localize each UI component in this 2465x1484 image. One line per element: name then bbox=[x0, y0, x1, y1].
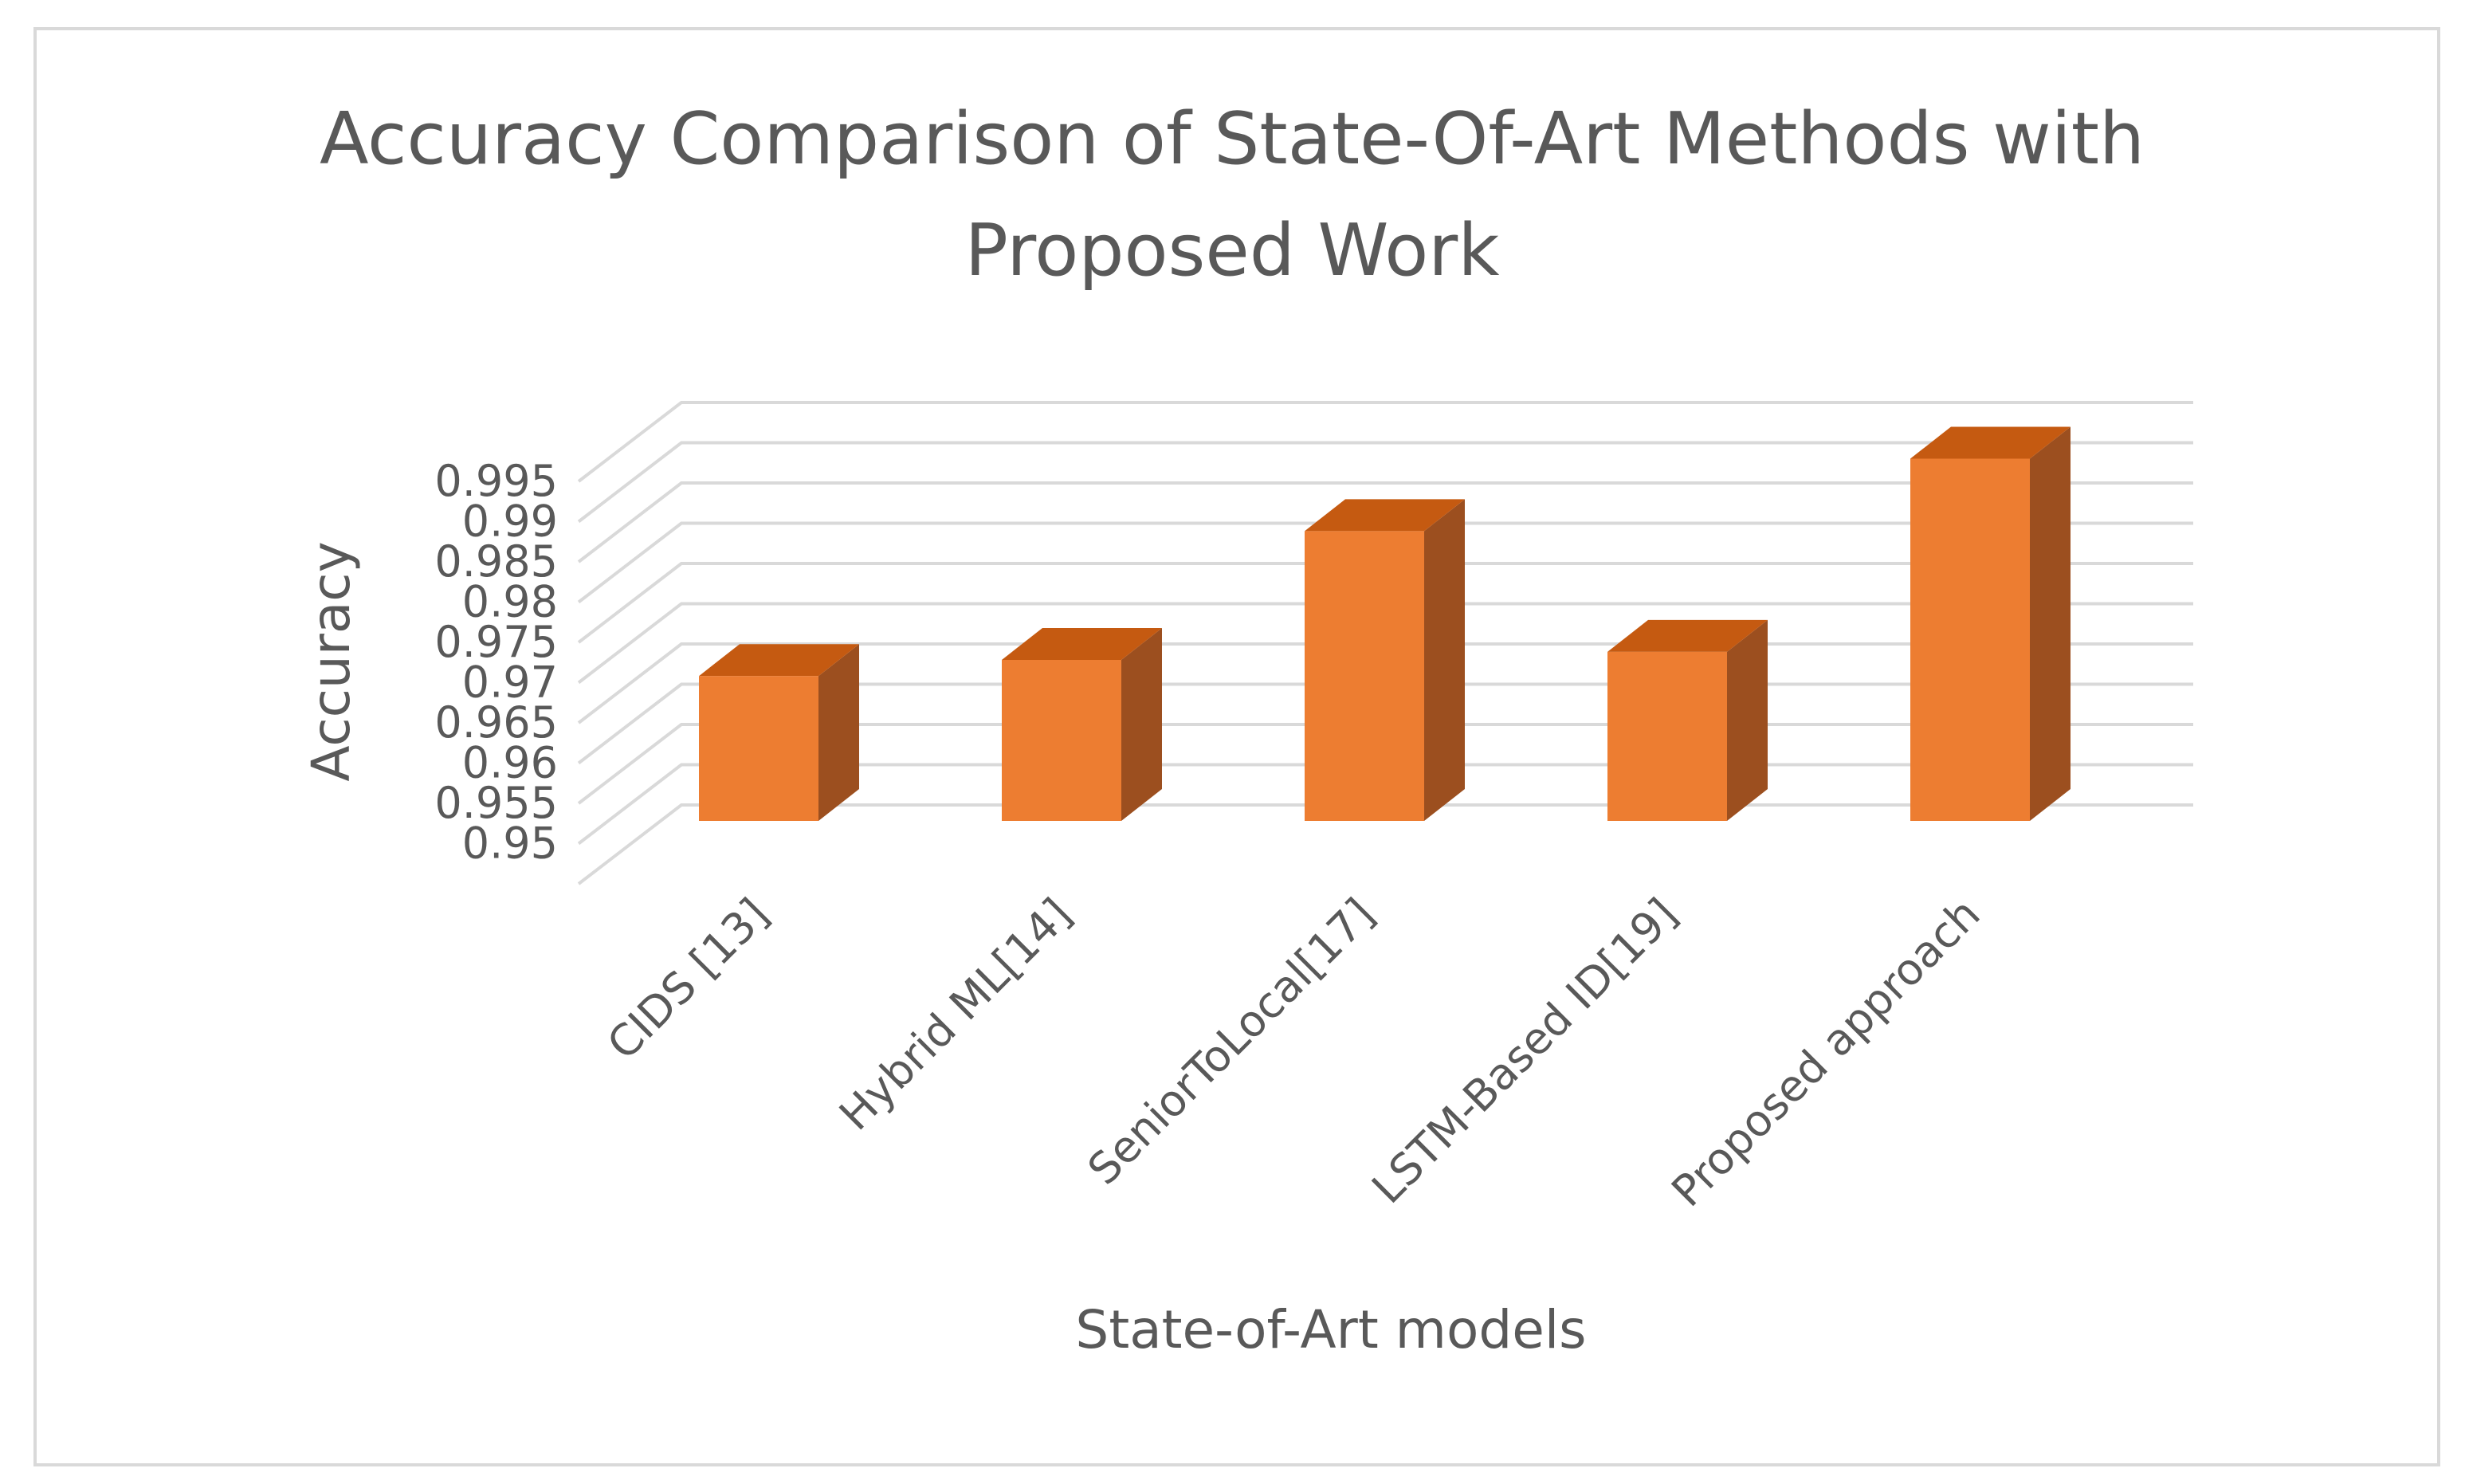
bar-side bbox=[1424, 499, 1465, 821]
grid-line bbox=[577, 441, 2193, 524]
bar bbox=[1910, 458, 2030, 821]
chart-title: Accuracy Comparison of State-Of-Art Meth… bbox=[319, 97, 2145, 292]
y-tick-label: 0.98 bbox=[462, 577, 558, 627]
bar-top bbox=[1910, 426, 2071, 459]
y-tick-label: 0.95 bbox=[462, 819, 558, 869]
bar-side bbox=[1121, 628, 1162, 821]
y-axis-title: Accuracy bbox=[300, 541, 362, 781]
bar-top bbox=[1305, 499, 1465, 532]
bar-side bbox=[2030, 426, 2071, 821]
bar-top bbox=[1607, 619, 1768, 652]
y-tick-label: 0.995 bbox=[434, 456, 558, 506]
y-tick-label: 0.96 bbox=[462, 738, 558, 788]
y-tick-label: 0.955 bbox=[434, 778, 558, 828]
x-axis-title: State-of-Art models bbox=[1075, 1299, 1586, 1360]
y-tick-label: 0.965 bbox=[434, 697, 558, 748]
y-tick-label: 0.985 bbox=[434, 536, 558, 587]
y-tick-label: 0.97 bbox=[462, 658, 558, 708]
grid-line bbox=[577, 481, 2193, 563]
bar-side bbox=[818, 644, 859, 821]
bar bbox=[699, 676, 818, 821]
y-tick-label: 0.99 bbox=[462, 497, 558, 547]
bar-top bbox=[699, 644, 859, 677]
grid-line bbox=[577, 521, 2193, 604]
grid-line bbox=[577, 602, 2193, 685]
wall-edge bbox=[577, 401, 2193, 483]
grid-line bbox=[577, 562, 2193, 644]
bar bbox=[1002, 660, 1121, 821]
bar-top bbox=[1002, 628, 1162, 660]
y-tick-label: 0.975 bbox=[434, 617, 558, 667]
bar bbox=[1607, 651, 1727, 821]
bar bbox=[1305, 531, 1424, 821]
bar-side bbox=[1727, 619, 1768, 821]
